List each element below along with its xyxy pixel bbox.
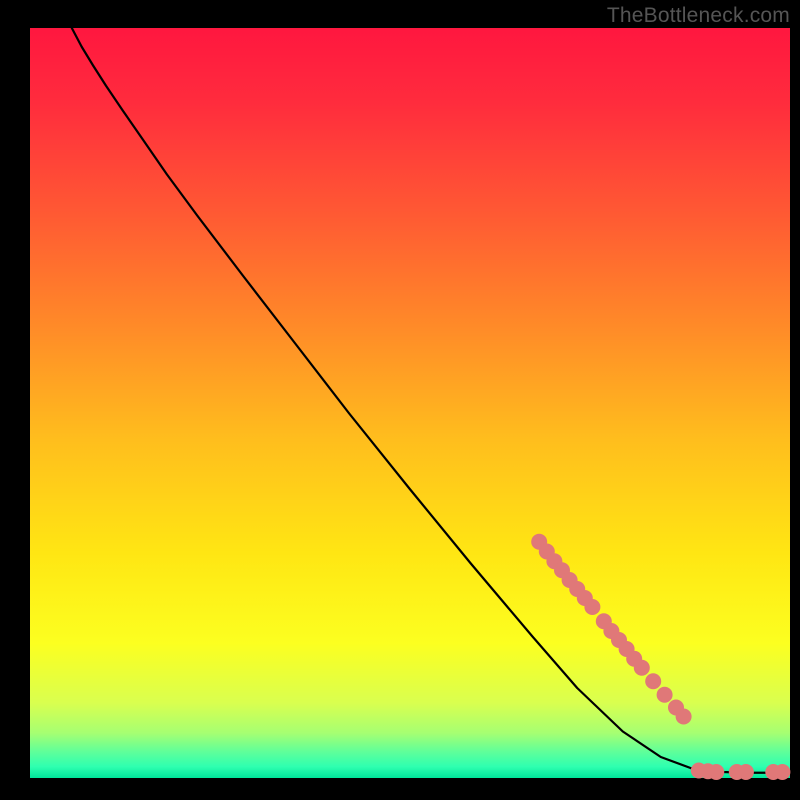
data-point <box>657 687 673 703</box>
data-point <box>738 764 754 780</box>
data-point <box>634 660 650 676</box>
data-point <box>708 764 724 780</box>
data-point <box>584 599 600 615</box>
data-point <box>774 764 790 780</box>
data-point <box>676 709 692 725</box>
watermark-label: TheBottleneck.com <box>607 4 790 28</box>
data-point <box>645 673 661 689</box>
bottleneck-chart <box>0 0 800 800</box>
